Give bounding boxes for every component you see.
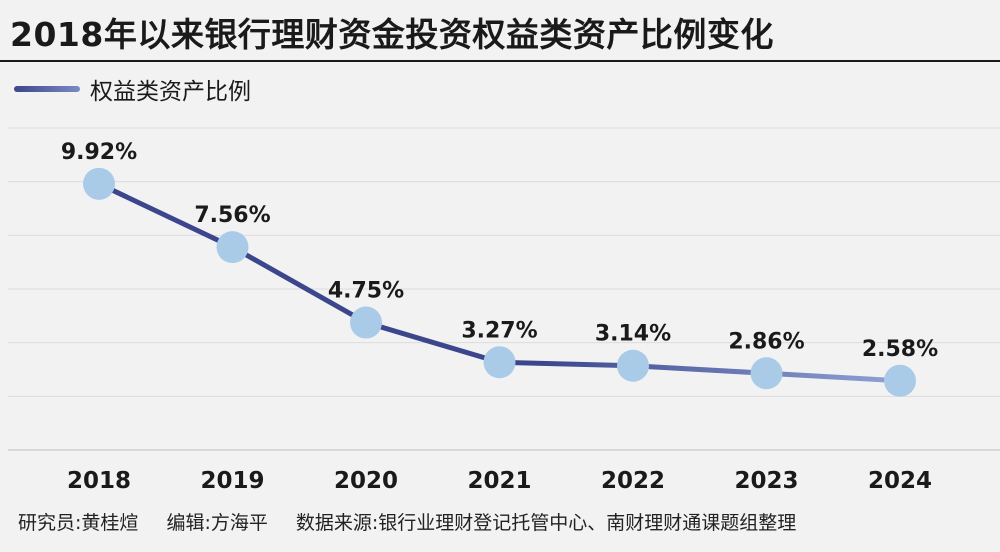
data-source: 数据来源:银行业理财登记托管中心、南财理财通课题组整理 bbox=[295, 512, 797, 534]
data-label: 2.58% bbox=[862, 337, 938, 362]
x-tick-label: 2018 bbox=[67, 468, 131, 494]
x-tick-label: 2022 bbox=[601, 468, 665, 494]
data-label: 9.92% bbox=[61, 140, 137, 165]
data-point bbox=[216, 231, 249, 264]
title-divider bbox=[0, 60, 1000, 62]
data-point bbox=[617, 349, 649, 382]
legend-label: 权益类资产比例 bbox=[90, 79, 251, 105]
x-tick-label: 2024 bbox=[868, 468, 932, 494]
x-tick-label: 2019 bbox=[200, 468, 264, 494]
researcher-credit: 研究员:黄桂煊 bbox=[18, 512, 139, 534]
data-point bbox=[83, 167, 115, 200]
data-label: 7.56% bbox=[194, 203, 270, 228]
x-tick-label: 2020 bbox=[334, 468, 398, 494]
x-tick-label: 2021 bbox=[467, 468, 531, 494]
legend-swatch bbox=[14, 86, 80, 92]
data-label: 3.27% bbox=[461, 318, 537, 343]
data-point bbox=[350, 306, 382, 339]
data-point bbox=[884, 364, 916, 397]
data-label: 2.86% bbox=[728, 329, 804, 354]
x-tick-label: 2023 bbox=[734, 468, 798, 494]
data-label: 3.14% bbox=[595, 322, 671, 347]
footer: 研究员:黄桂煊 编辑:方海平 数据来源:银行业理财登记托管中心、南财理财通课题组… bbox=[18, 508, 818, 535]
data-point bbox=[750, 357, 783, 390]
legend: 权益类资产比例 bbox=[14, 72, 251, 106]
data-point bbox=[483, 346, 516, 379]
chart-title: 2018年以来银行理财资金投资权益类资产比例变化 bbox=[10, 15, 774, 54]
data-label: 4.75% bbox=[328, 279, 404, 304]
editor-credit: 编辑:方海平 bbox=[166, 512, 268, 534]
